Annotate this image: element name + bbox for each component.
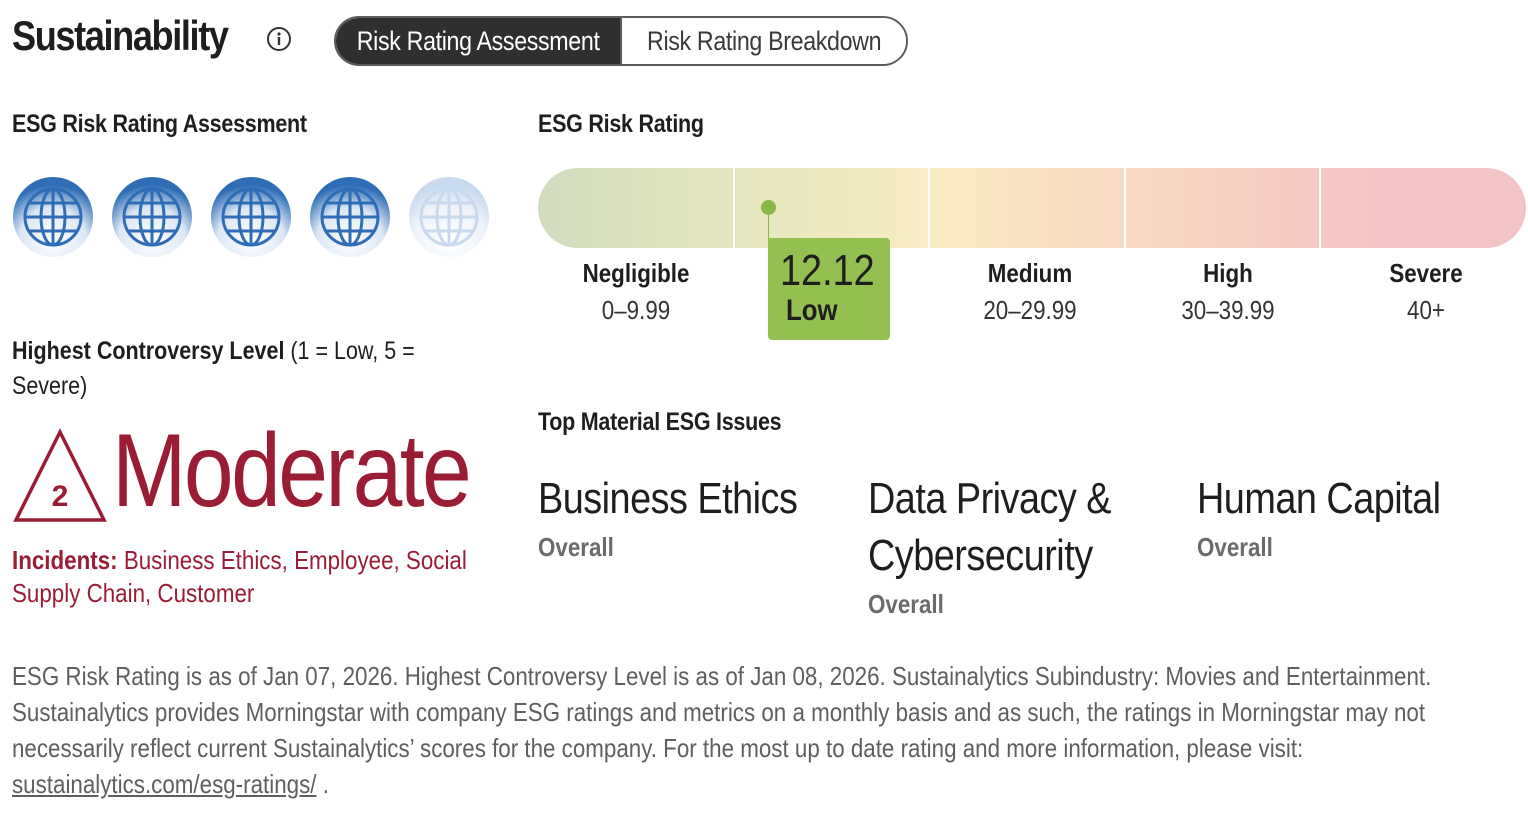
category-name: High [1203, 258, 1253, 288]
risk-rating-bar [538, 168, 1526, 248]
score-level: Low [786, 294, 838, 327]
score-marker-dot [761, 200, 776, 215]
tab-risk-rating-breakdown[interactable]: Risk Rating Breakdown [620, 18, 906, 64]
issue-name-line1: Data Privacy & [868, 474, 1112, 523]
category-high: High 30–39.99 [1130, 258, 1326, 332]
globe-rating [12, 176, 490, 258]
score-value: 12.12 [780, 246, 875, 295]
category-name: Negligible [582, 258, 690, 288]
controversy-label-bold: Highest Controversy Level [12, 337, 285, 365]
controversy-label-scale: (1 = Low, 5 = Severe) [12, 337, 415, 400]
category-range: 40+ [1407, 295, 1445, 325]
bar-divider [733, 168, 735, 248]
category-severe: Severe 40+ [1328, 258, 1524, 332]
issue-name: Business Ethics [538, 474, 798, 523]
footnote-end: . [322, 769, 329, 799]
globe-icon [13, 177, 93, 257]
score-marker-line [768, 215, 769, 239]
controversy-label: Highest Controversy Level (1 = Low, 5 = … [12, 334, 416, 404]
tab-risk-rating-assessment[interactable]: Risk Rating Assessment [336, 18, 620, 64]
incidents: Incidents: Business Ethics, Employee, So… [12, 544, 476, 610]
globe-icon [310, 177, 390, 257]
page-title: Sustainability [12, 12, 229, 59]
tab-label: Risk Rating Breakdown [646, 25, 882, 56]
category-range: 30–39.99 [1181, 295, 1275, 325]
info-icon[interactable] [266, 26, 292, 52]
incidents-label: Incidents: [12, 545, 118, 575]
bar-divider [1124, 168, 1126, 248]
issues-heading: Top Material ESG Issues [538, 408, 782, 436]
category-range: 0–9.99 [601, 295, 671, 325]
category-medium: Medium 20–29.99 [932, 258, 1128, 332]
issue-sub: Overall [868, 589, 944, 619]
issue-item: Human Capital Overall [1197, 470, 1480, 567]
incidents-text: Business Ethics, Employee, Social Supply… [12, 545, 467, 608]
issue-sub: Overall [538, 532, 614, 562]
controversy-level-name: Moderate [112, 413, 472, 529]
issue-sub: Overall [1197, 532, 1273, 562]
bar-divider [928, 168, 930, 248]
issue-name: Human Capital [1197, 474, 1441, 523]
issue-item: Data Privacy & Cybersecurity Overall [868, 470, 1151, 624]
category-name: Severe [1389, 258, 1463, 288]
warning-triangle-icon: 2 [13, 428, 107, 522]
category-range: 20–29.99 [983, 295, 1077, 325]
view-toggle: Risk Rating Assessment Risk Rating Break… [334, 16, 908, 66]
footnote: ESG Risk Rating is as of Jan 07, 2026. H… [12, 658, 1457, 802]
globe-icon [211, 177, 291, 257]
globe-icon [112, 177, 192, 257]
score-callout: 12.12 Low [768, 238, 890, 340]
assessment-heading: ESG Risk Rating Assessment [12, 110, 307, 138]
footnote-text: ESG Risk Rating is as of Jan 07, 2026. H… [12, 661, 1432, 763]
tab-label: Risk Rating Assessment [356, 25, 600, 56]
issue-name-line2: Cybersecurity [868, 531, 1093, 580]
globe-icon-empty [409, 177, 489, 257]
category-name: Medium [987, 258, 1073, 288]
issue-item: Business Ethics Overall [538, 470, 840, 567]
rating-heading: ESG Risk Rating [538, 110, 704, 138]
controversy-level-number: 2 [52, 480, 69, 513]
bar-divider [1319, 168, 1321, 248]
sustainalytics-link[interactable]: sustainalytics.com/esg-ratings/ [12, 769, 317, 799]
category-negligible: Negligible 0–9.99 [538, 258, 734, 332]
